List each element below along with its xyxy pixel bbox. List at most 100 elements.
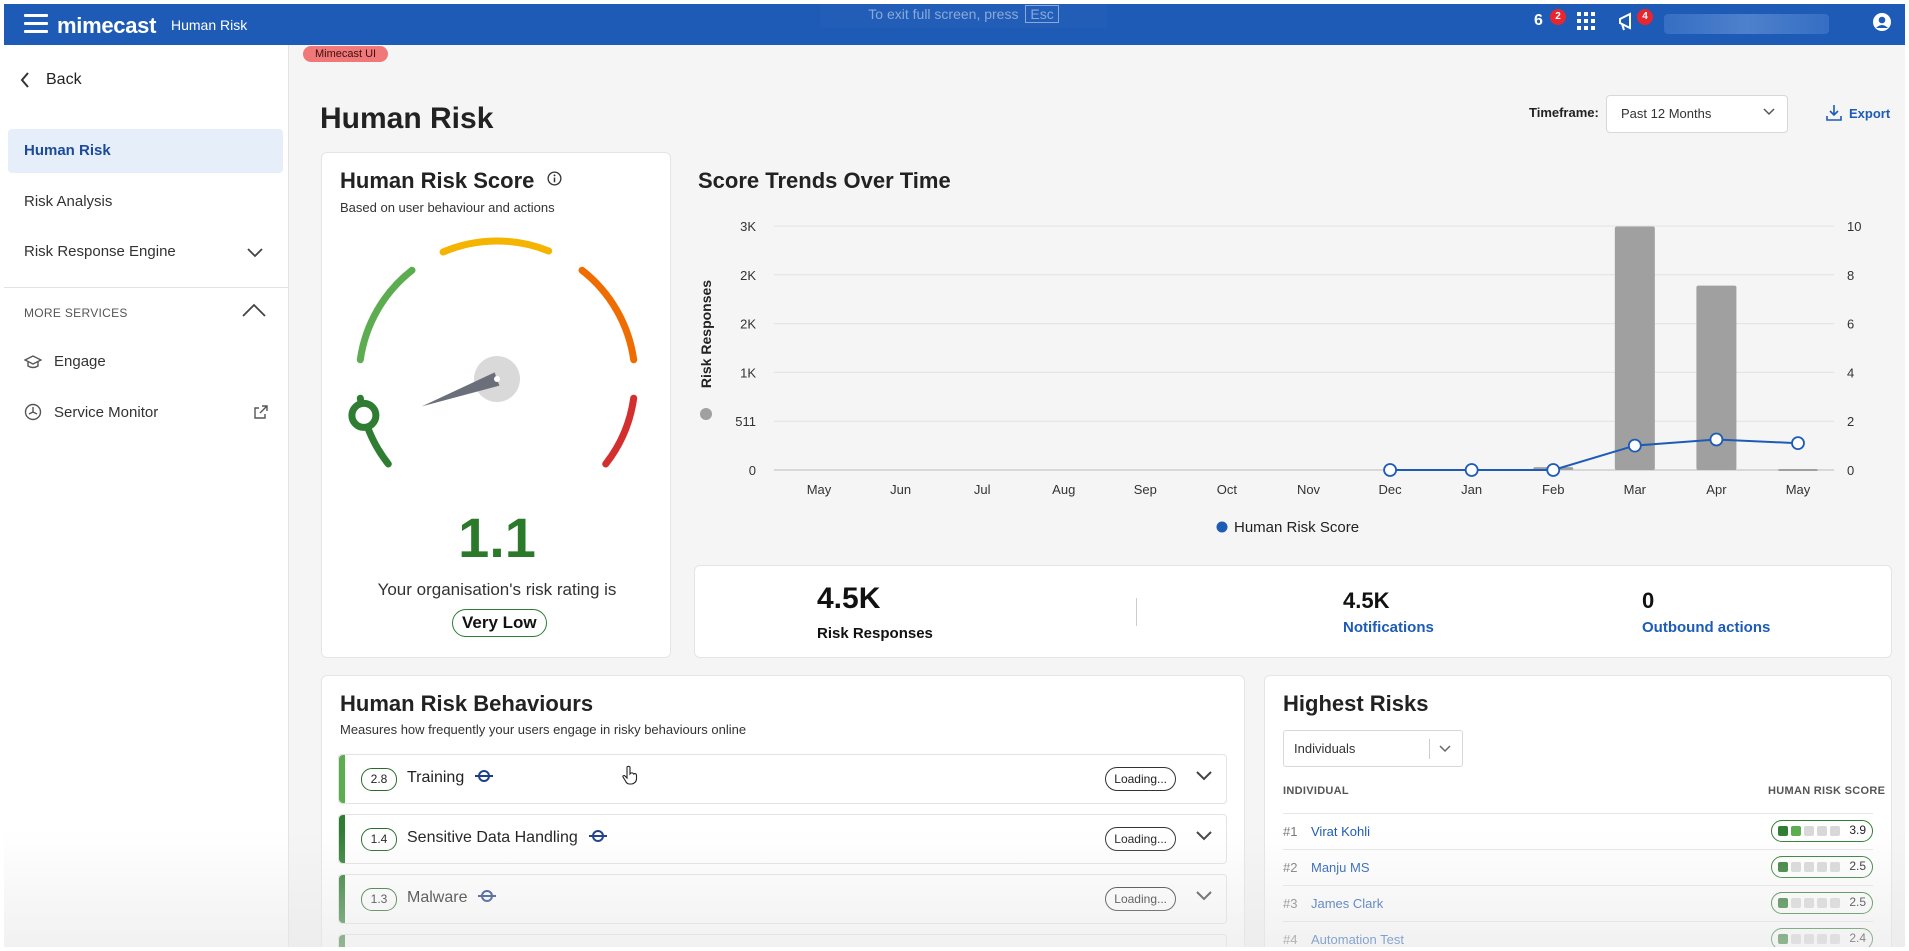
back-label: Back [46,71,82,88]
chevron-down-icon[interactable] [1196,891,1212,901]
y-tick-label: 2K [740,268,756,283]
score-segment [1830,898,1840,908]
x-tick-label: Feb [1542,482,1564,497]
back-button[interactable]: Back [20,71,82,89]
individual-name-link[interactable]: Automation Test [1311,932,1404,947]
sidebar-divider [4,287,289,288]
y2-tick-label: 10 [1847,219,1861,234]
hand-cursor-icon [622,765,638,785]
y-tick-label: 511 [735,414,756,429]
sidebar-item-human-risk[interactable]: Human Risk [8,129,283,173]
service-monitor-label: Service Monitor [54,403,159,421]
hamburger-menu-icon[interactable] [24,14,48,34]
more-services-heading: MORE SERVICES [24,306,128,320]
notifications-link[interactable]: Notifications [1343,619,1434,636]
page-title: Human Risk [320,102,494,135]
individual-risk-score: 3.9 [1771,820,1873,842]
external-link-icon [254,405,268,419]
app-frame: mimecast Human Risk To exit full screen,… [4,4,1905,947]
x-tick-label: Mar [1624,482,1647,497]
sidebar-item-service-monitor[interactable]: Service Monitor [24,403,269,421]
trend-flat-icon [475,770,494,782]
human-risk-score-line [1390,438,1799,471]
y-tick-label: 2K [740,317,756,332]
score-segment [1778,898,1788,908]
outbound-actions-link[interactable]: Outbound actions [1642,619,1771,636]
risk-rating-caption: Your organisation's risk rating is [377,580,617,599]
gauge-segment-low-mid [356,266,416,364]
brand-logo[interactable]: mimecast [57,13,157,38]
sidebar-item-label: Risk Response Engine [24,243,176,260]
sidebar-item-risk-analysis[interactable]: Risk Analysis [24,193,113,210]
score-segment [1791,934,1801,944]
highest-risks-filter-select[interactable]: Individuals [1283,730,1463,767]
highest-risk-row[interactable]: #2 Manju MS 2.5 [1283,849,1873,884]
highest-risk-row[interactable]: #1 Virat Kohli 3.9 [1283,813,1873,848]
graduation-cap-icon [24,354,42,368]
x-tick-label: May [1786,482,1811,497]
behaviour-level-bar [339,815,345,863]
behaviour-row[interactable] [338,934,1227,947]
chart-y2-ticks: 0 2 4 6 8 10 [1847,219,1861,478]
human-risk-score-point [1627,438,1642,453]
behaviours-subtitle: Measures how frequently your users engag… [340,722,747,737]
export-label: Export [1849,105,1891,121]
risk-score-subtitle: Based on user behaviour and actions [340,200,555,215]
chevron-down-icon[interactable] [1196,831,1212,841]
behaviour-row[interactable]: 1.4 Sensitive Data Handling Loading... [338,814,1227,864]
y2-tick-label: 0 [1847,463,1854,478]
gauge-segment-high [602,394,638,468]
chevron-down-icon[interactable] [1196,771,1212,781]
megaphone-badge: 4 [1637,9,1653,25]
behaviour-name-text: Sensitive Data Handling [407,829,578,846]
gauge-segment-mid [439,237,553,256]
individual-score-value: 2.4 [1849,931,1866,945]
gauge-needle [421,372,500,407]
score-trends-title: Score Trends Over Time [698,168,951,193]
megaphone-icon[interactable]: 4 [1618,9,1654,36]
individual-risk-score: 2.5 [1771,856,1873,878]
y2-tick-label: 6 [1847,317,1854,332]
individual-risk-score: 2.5 [1771,892,1873,914]
sidebar-item-engage[interactable]: Engage [24,353,106,370]
export-button[interactable]: Export [1825,104,1890,122]
risk-responses-bar [1696,285,1737,470]
activity-icon-text: 6 [1534,12,1543,29]
sidebar-item-risk-response-engine[interactable]: Risk Response Engine [8,230,283,274]
behaviour-row[interactable]: 2.8 Training Loading... [338,754,1227,804]
human-risk-score-card: Human Risk Score Based on user behaviour… [321,152,671,658]
y-tick-label: 0 [749,463,756,478]
apps-grid-icon[interactable] [1577,12,1597,36]
behaviour-name-text: Training [407,769,465,786]
info-icon[interactable] [546,171,562,186]
sidebar: Back Human Risk Risk Analysis Risk Respo… [4,45,289,947]
y-tick-label: 1K [740,365,756,380]
behaviour-loading-badge: Loading... [1105,827,1176,851]
chevron-down-icon [1439,745,1451,753]
risk-rank: #3 [1283,896,1298,911]
score-segment [1817,934,1827,944]
user-account-icon[interactable] [1872,12,1892,36]
behaviour-loading-badge: Loading... [1105,887,1176,911]
score-column-header[interactable]: HUMAN RISK SCORE [1768,785,1886,797]
score-segment [1804,898,1814,908]
timeframe-select[interactable]: Past 12 Months [1606,95,1788,133]
risk-responses-bar [1614,226,1655,470]
x-tick-label: Jun [890,482,911,497]
activity-icon[interactable]: 6 2 [1534,9,1566,36]
highest-risk-row[interactable]: #3 James Clark 2.5 [1283,885,1873,920]
human-risk-score-point [1791,436,1805,451]
behaviour-level-bar [339,875,345,923]
highest-risk-row[interactable]: #4 Automation Test 2.4 [1283,921,1873,947]
legend-label[interactable]: Human Risk Score [1234,519,1359,536]
chevron-up-icon[interactable] [242,303,266,317]
individual-name-link[interactable]: James Clark [1311,896,1384,911]
individual-name-link[interactable]: Virat Kohli [1311,824,1371,839]
risk-rank: #1 [1283,824,1298,839]
y2-tick-label: 2 [1847,414,1854,429]
trend-flat-icon [478,890,497,902]
score-segment [1817,826,1827,836]
x-tick-label: May [807,482,832,497]
behaviour-row[interactable]: 1.3 Malware Loading... [338,874,1227,924]
individual-name-link[interactable]: Manju MS [1311,860,1370,875]
